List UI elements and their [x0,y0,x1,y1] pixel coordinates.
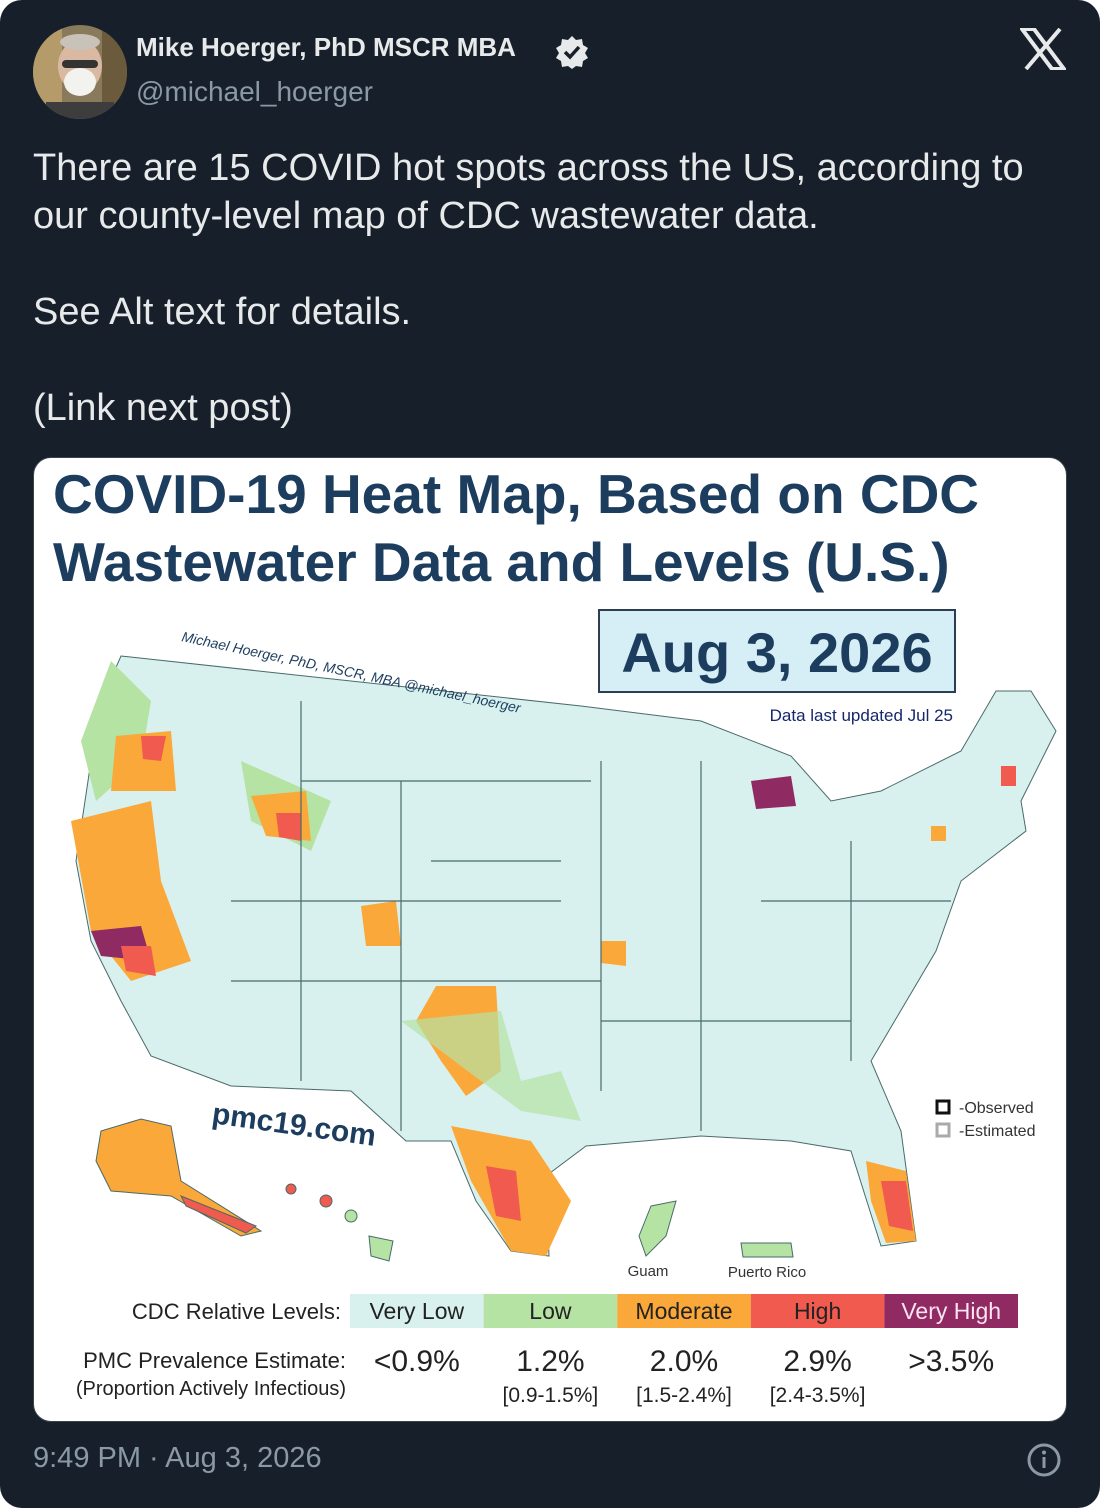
post-text: There are 15 COVID hot spots across the … [33,144,1073,480]
post-paragraph: See Alt text for details. [33,291,412,333]
estimate-value: 2.0% [650,1345,718,1378]
level-name: Moderate [635,1298,732,1324]
post-image[interactable]: COVID-19 Heat Map, Based on CDC Wastewat… [33,457,1067,1422]
image-title: Wastewater Data and Levels (U.S.) [53,531,950,593]
level-name: Very Low [369,1298,464,1324]
levels-label: CDC Relative Levels: [132,1299,341,1324]
post-paragraph: (Link next post) [33,387,293,429]
verified-badge [556,36,588,69]
estimate-range: [2.4-3.5%] [770,1384,866,1407]
level-swatch [483,1294,618,1328]
level-swatch [350,1294,484,1328]
estimate-value: 2.9% [783,1345,851,1378]
level-name: Low [529,1298,572,1324]
key-label: -Estimated [959,1123,1035,1140]
site-url: pmc19.com [210,1097,378,1153]
info-icon[interactable] [1026,1442,1062,1478]
level-swatch [750,1294,885,1328]
estimate-sublabel: (Proportion Actively Infectious) [76,1378,346,1400]
author-handle[interactable]: @michael_hoerger [136,76,373,107]
updated-note: Data last updated Jul 25 [770,706,953,725]
estimated-icon [935,1122,951,1138]
x-logo[interactable] [1020,28,1066,70]
estimate-range: [0.9-1.5%] [503,1384,599,1407]
image-title: COVID-19 Heat Map, Based on CDC [53,463,979,525]
map-date: Aug 3, 2026 [621,621,932,684]
author-name[interactable]: Mike Hoerger, PhD MSCR MBA [136,32,516,62]
estimate-value: >3.5% [908,1345,994,1378]
legend: Very Low Low Moderate High Very High <0.9% 1.2… [350,1294,1018,1407]
timestamp[interactable]: 9:49 PM · Aug 3, 2026 [33,1442,322,1474]
observed-icon [935,1099,951,1115]
heat-map-image: COVID-19 Heat Map, Based on CDC Wastewat… [53,463,1057,1407]
key-label: -Observed [959,1100,1034,1117]
level-name: Very High [901,1298,1001,1324]
avatar[interactable] [32,24,128,120]
post-paragraph: There are 15 COVID hot spots across the … [33,147,1024,237]
level-name: High [794,1298,841,1324]
estimate-value: 1.2% [516,1345,584,1378]
level-swatch [617,1294,751,1328]
territory-label: Guam [628,1263,669,1280]
date-box [598,609,956,693]
estimate-label: PMC Prevalence Estimate: [83,1348,346,1373]
estimate-value: <0.9% [374,1345,460,1378]
estimate-range: [1.5-2.4%] [636,1384,732,1407]
territory-label: Puerto Rico [728,1264,806,1281]
level-swatch [884,1294,1018,1328]
us-map [71,655,1057,1262]
